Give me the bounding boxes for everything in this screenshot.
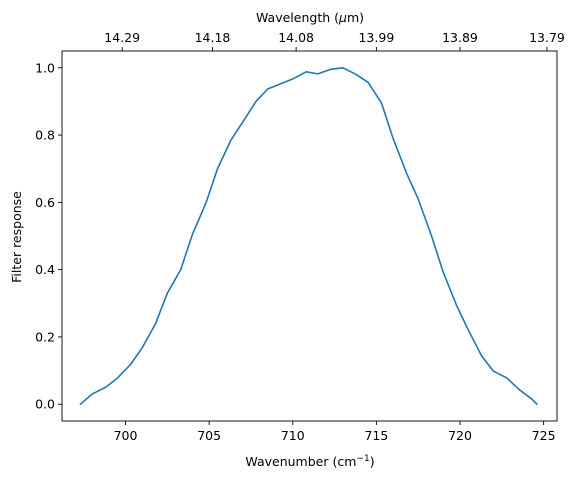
series-line-0 (79, 67, 538, 405)
top-tick-label: 13.99 (358, 30, 394, 45)
top-tick-label: 14.18 (195, 30, 231, 45)
x-axis-title-close: ) (370, 454, 375, 469)
top-axis-title-mu: μ (338, 10, 347, 25)
x-axis-title: Wavenumber (cm−1) (245, 454, 374, 469)
x-tick-label: 725 (532, 428, 556, 443)
y-tick-label: 0.4 (35, 262, 55, 277)
y-tick-label: 0.8 (35, 128, 55, 143)
x-tick-label: 710 (281, 428, 305, 443)
y-axis-title: Filter response (9, 191, 24, 283)
x-axis-title-exponent: −1 (356, 454, 369, 464)
plot-area (79, 67, 538, 405)
x-tick-label: 700 (114, 428, 138, 443)
y-tick-label: 0.2 (35, 329, 55, 344)
top-tick-label: 14.08 (278, 30, 314, 45)
y-tick-label: 0.0 (35, 397, 55, 412)
plot-frame (61, 50, 558, 422)
x-tick-label: 705 (197, 428, 221, 443)
x-tick-label: 720 (448, 428, 472, 443)
top-tick-label: 13.79 (529, 30, 565, 45)
x-tick-label: 715 (364, 428, 388, 443)
x-axis-title-main: Wavenumber (cm (245, 454, 356, 469)
top-axis-title: Wavelength (μm) (256, 10, 364, 25)
top-axis-title-main: Wavelength ( (256, 10, 339, 25)
axes: 700 705 710 715 720 725 0.0 0.2 0.4 0.6 0.8 1.0 14.2… (35, 30, 565, 443)
y-tick-label: 1.0 (35, 60, 55, 75)
top-tick-label: 14.29 (104, 30, 140, 45)
top-axis-title-close: m) (347, 10, 364, 25)
y-tick-label: 0.6 (35, 195, 55, 210)
top-tick-label: 13.89 (442, 30, 478, 45)
